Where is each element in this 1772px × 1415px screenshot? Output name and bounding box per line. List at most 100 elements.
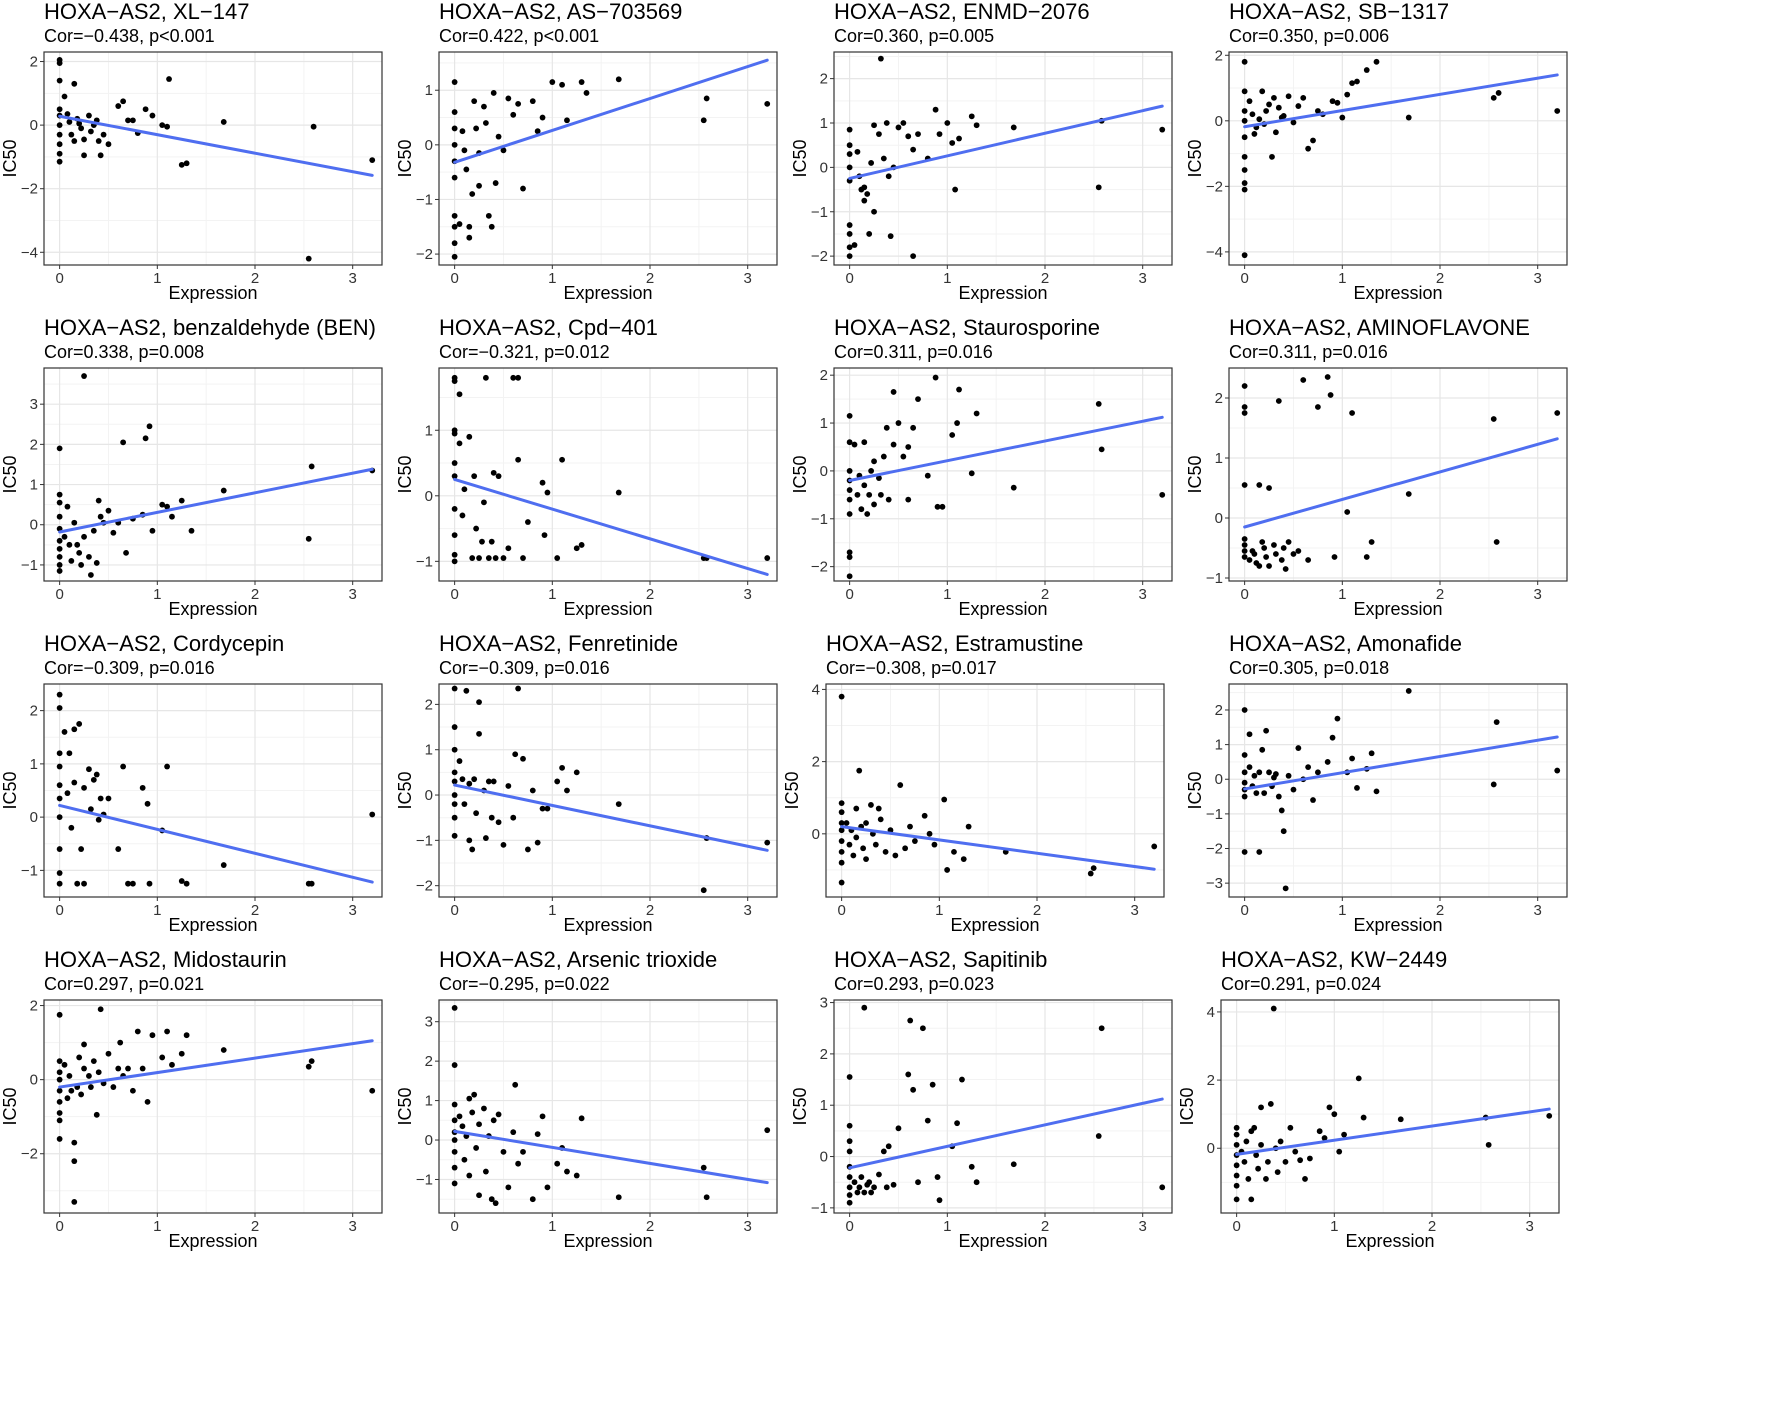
data-point	[1233, 1131, 1240, 1138]
y-tick-label: 3	[30, 396, 38, 413]
panel-correlation: Cor=−0.308, p=0.017	[826, 658, 997, 678]
data-point	[520, 1148, 526, 1155]
data-point	[146, 423, 153, 430]
data-point	[142, 435, 149, 442]
data-point	[481, 499, 487, 506]
data-point	[846, 1074, 853, 1080]
data-point	[490, 469, 497, 476]
data-point	[1248, 1196, 1255, 1203]
data-point	[451, 240, 458, 247]
data-point	[1256, 849, 1263, 855]
regression-line	[1243, 73, 1559, 129]
data-point	[95, 1069, 102, 1076]
data-point	[81, 1065, 87, 1072]
data-point	[846, 151, 853, 157]
data-point	[965, 823, 972, 830]
data-point	[1269, 153, 1275, 160]
data-point	[973, 410, 980, 417]
data-point	[164, 1028, 170, 1035]
y-tick-label: −1	[1206, 806, 1223, 823]
data-point	[1241, 1158, 1248, 1165]
data-point	[105, 507, 112, 514]
data-point	[56, 150, 63, 157]
plot-frame	[1228, 683, 1568, 898]
data-point	[120, 439, 127, 446]
y-tick-label: 2	[1215, 390, 1223, 407]
y-tick-label: 4	[1207, 1004, 1215, 1021]
x-tick-label: 2	[646, 270, 654, 287]
data-point	[866, 1179, 873, 1186]
plot-frame	[438, 367, 778, 582]
data-point	[1241, 793, 1248, 800]
data-point	[846, 468, 853, 474]
data-point	[220, 119, 227, 125]
data-point	[554, 1160, 561, 1167]
x-tick-label: 0	[845, 1218, 853, 1235]
data-point	[492, 1200, 499, 1207]
x-tick-label: 3	[1139, 586, 1147, 603]
data-point	[968, 1163, 975, 1170]
panel-correlation: Cor=0.297, p=0.021	[44, 974, 204, 994]
data-point	[529, 1196, 536, 1203]
data-point	[910, 146, 917, 153]
panel-correlation: Cor=0.350, p=0.006	[1229, 26, 1389, 46]
data-point	[851, 242, 858, 248]
x-axis-label: Expression	[1353, 915, 1442, 935]
data-point	[68, 131, 75, 138]
y-tick-label: 2	[30, 703, 38, 720]
data-point	[1090, 865, 1097, 872]
y-tick-label: 2	[1215, 47, 1223, 64]
data-point	[456, 440, 463, 447]
data-point	[895, 420, 902, 426]
data-point	[90, 776, 97, 783]
data-point	[451, 1180, 458, 1187]
data-point	[1264, 1158, 1271, 1165]
plot-frame	[438, 51, 778, 266]
data-point	[1241, 58, 1248, 65]
data-point	[838, 800, 845, 807]
data-point	[451, 1137, 458, 1143]
data-point	[973, 1179, 980, 1186]
x-axis-label: Expression	[168, 1231, 257, 1251]
data-point	[973, 122, 980, 129]
data-point	[488, 538, 495, 545]
data-point	[64, 111, 71, 117]
data-point	[578, 79, 585, 85]
data-point	[861, 184, 868, 191]
data-point	[1329, 98, 1336, 105]
data-point	[56, 763, 63, 770]
data-point	[482, 835, 489, 841]
data-point	[1241, 542, 1248, 548]
data-point	[71, 726, 78, 733]
data-point	[78, 846, 85, 852]
data-point	[877, 491, 884, 498]
data-point	[451, 724, 458, 730]
data-point	[451, 558, 458, 565]
y-tick-label: 1	[30, 477, 38, 494]
data-point	[1305, 145, 1312, 152]
y-axis-label: IC50	[395, 139, 415, 177]
data-point	[529, 787, 536, 794]
data-point	[549, 79, 556, 85]
regression-line	[453, 477, 769, 576]
data-point	[1241, 707, 1248, 713]
x-axis-label: Expression	[1345, 1231, 1434, 1251]
data-point	[846, 253, 853, 260]
data-point	[615, 801, 622, 807]
data-point	[1326, 1104, 1333, 1111]
data-point	[1233, 1172, 1240, 1179]
data-point	[1258, 1104, 1264, 1111]
data-point	[861, 439, 868, 446]
data-point	[56, 513, 63, 520]
data-point	[1295, 103, 1302, 109]
panel-correlation: Cor=0.311, p=0.016	[834, 342, 993, 362]
data-point	[97, 795, 104, 802]
data-point	[71, 1139, 78, 1146]
y-tick-label: 3	[820, 995, 828, 1012]
data-point	[1266, 101, 1272, 108]
data-point	[1241, 482, 1248, 488]
data-point	[1339, 114, 1346, 121]
